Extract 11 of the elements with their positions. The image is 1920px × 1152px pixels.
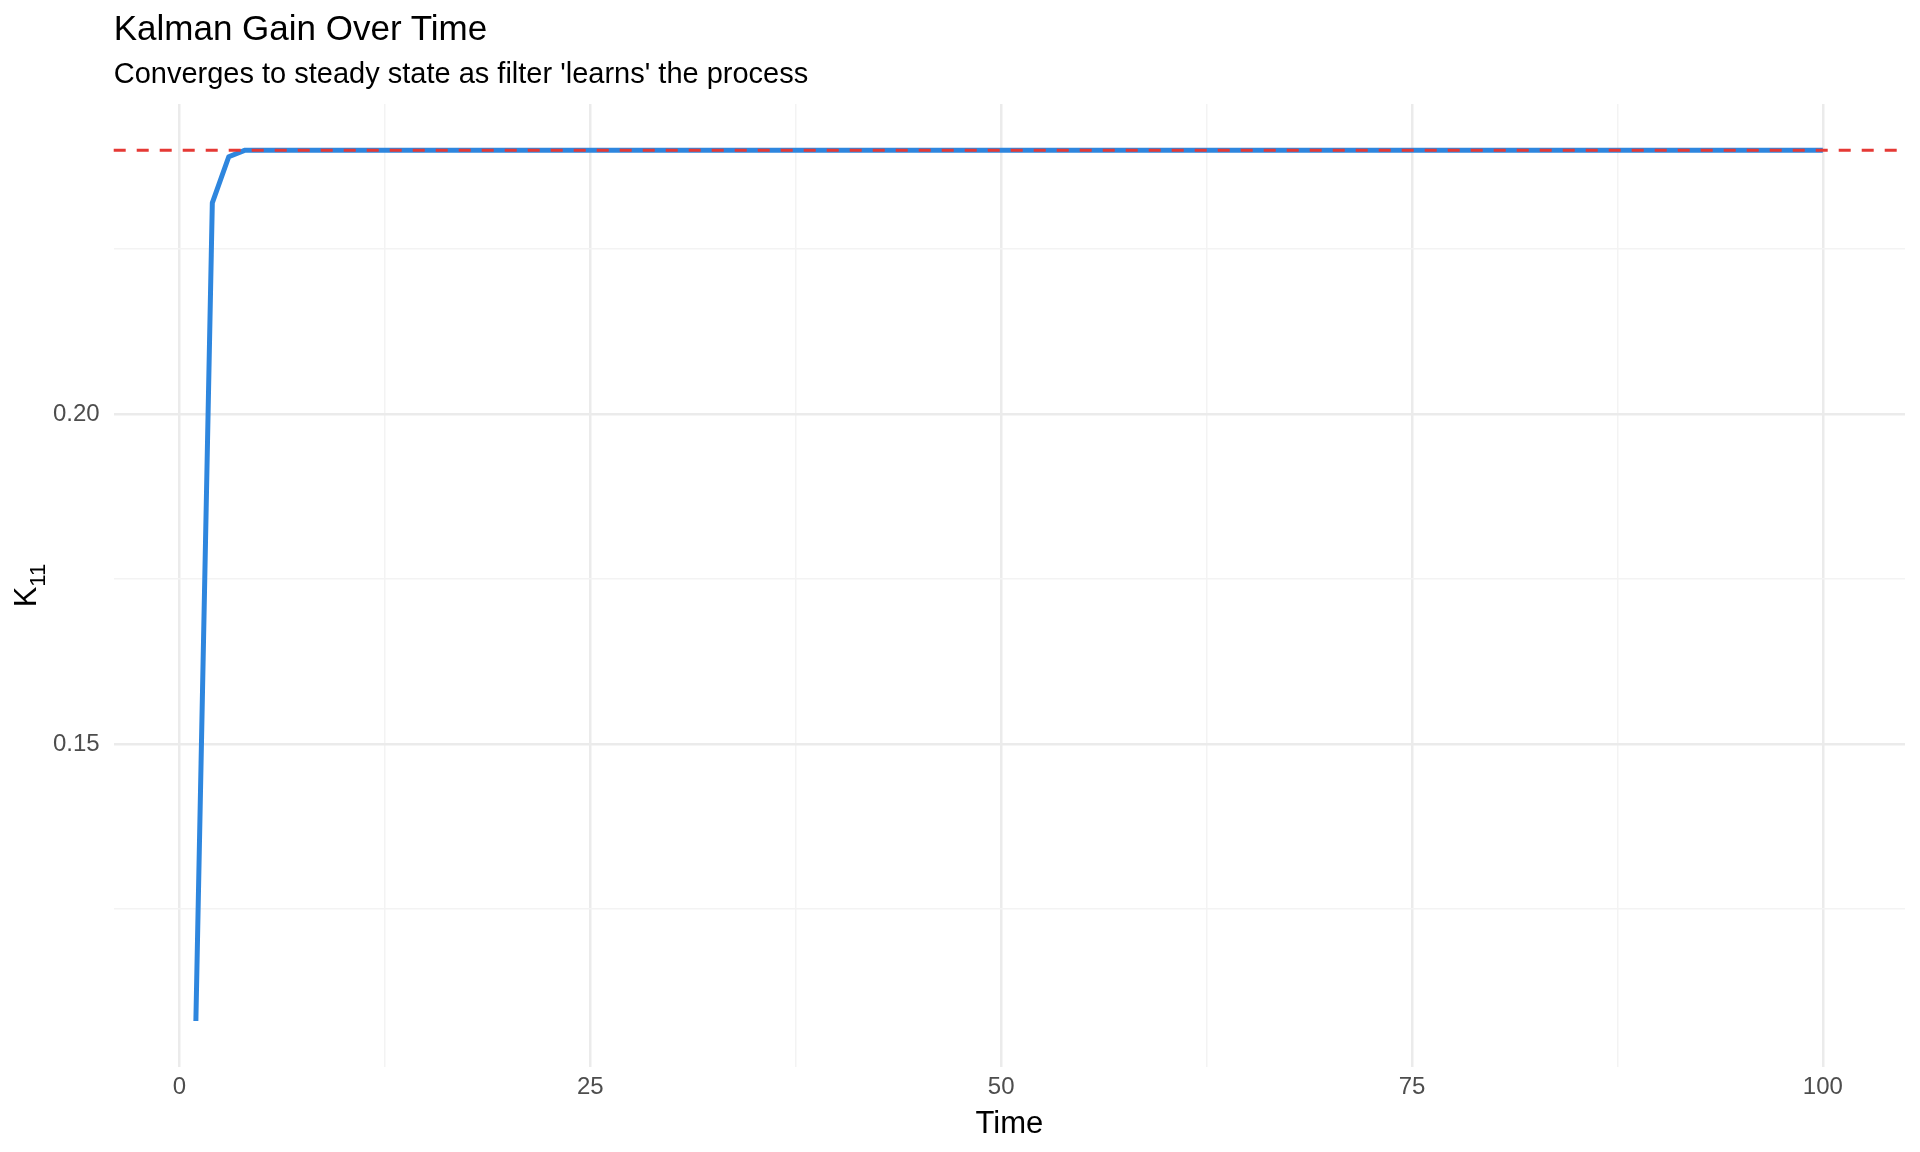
x-tick-label: 50 — [987, 1072, 1015, 1100]
x-axis-title: Time — [975, 1105, 1044, 1140]
x-tick-label: 25 — [576, 1072, 604, 1100]
chart-subtitle: Converges to steady state as filter 'learns' the process — [113, 57, 809, 89]
y-tick-label: 0.15 — [52, 728, 100, 756]
y-axis-title: K11 — [8, 563, 51, 608]
x-tick-label: 100 — [1802, 1072, 1843, 1100]
x-tick-label: 75 — [1398, 1072, 1426, 1100]
chart-title: Kalman Gain Over Time — [113, 8, 488, 47]
x-tick-label: 0 — [172, 1072, 187, 1100]
y-tick-label: 0.20 — [52, 398, 100, 426]
